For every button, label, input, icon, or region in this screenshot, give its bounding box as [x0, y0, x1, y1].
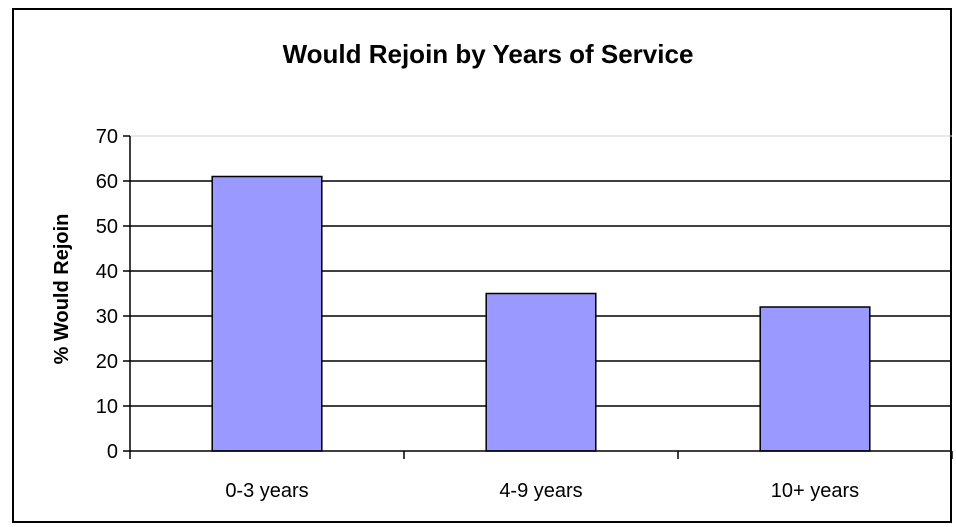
x-tick-label-2: 4-9 years	[499, 480, 582, 502]
bars	[211, 175, 871, 452]
chart-title: Would Rejoin by Years of Service	[283, 39, 694, 69]
y-tick-label-20: 20	[96, 351, 118, 373]
y-tick-label-70: 70	[96, 126, 118, 148]
bar-3	[759, 306, 871, 452]
y-tick-label-60: 60	[96, 171, 118, 193]
bar-1	[211, 175, 323, 452]
y-tick-label-40: 40	[96, 261, 118, 283]
y-tick-label-0: 0	[107, 441, 118, 463]
axes	[123, 135, 953, 459]
bar-2	[485, 292, 597, 452]
y-tick-labels: 0 10 20 30 40 50 60 70	[96, 126, 118, 463]
y-tick-label-30: 30	[96, 306, 118, 328]
x-tick-labels: 0-3 years 4-9 years 10+ years	[225, 480, 859, 502]
y-tick-label-10: 10	[96, 396, 118, 418]
x-tick-label-3: 10+ years	[771, 480, 859, 502]
x-tick-label-1: 0-3 years	[225, 480, 308, 502]
y-tick-label-50: 50	[96, 216, 118, 238]
y-axis-label: % Would Rejoin	[51, 214, 73, 365]
